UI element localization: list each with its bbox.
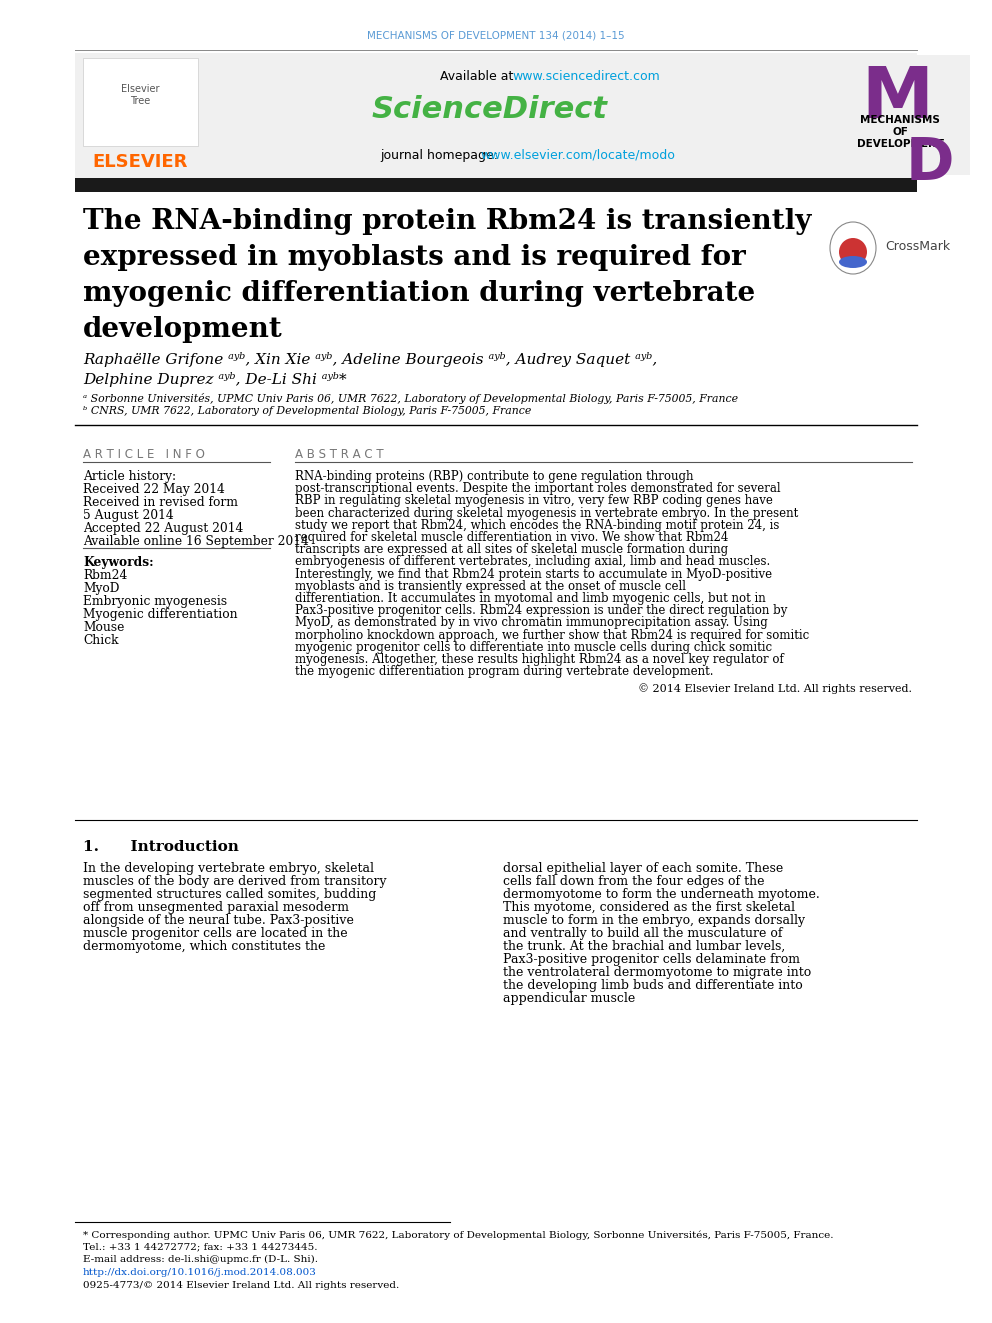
Bar [75, 179, 917, 192]
Text: www.elsevier.com/locate/modo: www.elsevier.com/locate/modo [480, 148, 675, 161]
Text: Embryonic myogenesis: Embryonic myogenesis [83, 595, 227, 609]
Text: MECHANISMS: MECHANISMS [860, 115, 940, 124]
Bar [860, 56, 970, 175]
Text: the myogenic differentiation program during vertebrate development.: the myogenic differentiation program dur… [295, 665, 713, 679]
Text: Raphaëlle Grifone ᵃʸᵇ, Xin Xie ᵃʸᵇ, Adeline Bourgeois ᵃʸᵇ, Audrey Saquet ᵃʸᵇ,: Raphaëlle Grifone ᵃʸᵇ, Xin Xie ᵃʸᵇ, Adel… [83, 352, 658, 366]
Ellipse shape [839, 238, 867, 266]
Text: 5 August 2014: 5 August 2014 [83, 509, 174, 523]
Text: http://dx.doi.org/10.1016/j.mod.2014.08.003: http://dx.doi.org/10.1016/j.mod.2014.08.… [83, 1267, 316, 1277]
Text: Keywords:: Keywords: [83, 556, 154, 569]
Text: the ventrolateral dermomyotome to migrate into: the ventrolateral dermomyotome to migrat… [503, 966, 811, 979]
Text: The RNA-binding protein Rbm24 is transiently: The RNA-binding protein Rbm24 is transie… [83, 208, 811, 235]
Text: MECHANISMS OF DEVELOPMENT 134 (2014) 1–15: MECHANISMS OF DEVELOPMENT 134 (2014) 1–1… [367, 30, 625, 41]
Text: and ventrally to build all the musculature of: and ventrally to build all the musculatu… [503, 927, 783, 941]
Text: 1.      Introduction: 1. Introduction [83, 840, 239, 855]
Text: Received 22 May 2014: Received 22 May 2014 [83, 483, 225, 496]
Text: post-transcriptional events. Despite the important roles demonstrated for severa: post-transcriptional events. Despite the… [295, 482, 781, 495]
Text: Accepted 22 August 2014: Accepted 22 August 2014 [83, 523, 243, 534]
Text: M: M [861, 64, 932, 132]
Text: Available online 16 September 2014: Available online 16 September 2014 [83, 534, 309, 548]
Text: Tel.: +33 1 44272772; fax: +33 1 44273445.: Tel.: +33 1 44272772; fax: +33 1 4427344… [83, 1242, 317, 1252]
Text: alongside of the neural tube. Pax3-positive: alongside of the neural tube. Pax3-posit… [83, 914, 354, 927]
Text: Pax3-positive progenitor cells delaminate from: Pax3-positive progenitor cells delaminat… [503, 953, 800, 966]
Text: ᵇ CNRS, UMR 7622, Laboratory of Developmental Biology, Paris F-75005, France: ᵇ CNRS, UMR 7622, Laboratory of Developm… [83, 406, 532, 415]
Text: muscles of the body are derived from transitory: muscles of the body are derived from tra… [83, 875, 387, 888]
Text: www.sciencedirect.com: www.sciencedirect.com [512, 70, 660, 82]
Text: This myotome, considered as the first skeletal: This myotome, considered as the first sk… [503, 901, 795, 914]
Text: been characterized during skeletal myogenesis in vertebrate embryo. In the prese: been characterized during skeletal myoge… [295, 507, 799, 520]
Text: Article history:: Article history: [83, 470, 177, 483]
Ellipse shape [839, 255, 867, 269]
Text: muscle to form in the embryo, expands dorsally: muscle to form in the embryo, expands do… [503, 914, 806, 927]
Text: myogenic progenitor cells to differentiate into muscle cells during chick somiti: myogenic progenitor cells to differentia… [295, 640, 772, 654]
Text: Pax3-positive progenitor cells. Rbm24 expression is under the direct regulation : Pax3-positive progenitor cells. Rbm24 ex… [295, 605, 788, 618]
Text: In the developing vertebrate embryo, skeletal: In the developing vertebrate embryo, ske… [83, 863, 374, 875]
Text: CrossMark: CrossMark [885, 239, 950, 253]
Text: ScienceDirect: ScienceDirect [372, 95, 608, 124]
Text: dermomyotome, which constitutes the: dermomyotome, which constitutes the [83, 941, 325, 953]
Text: the trunk. At the brachial and lumbar levels,: the trunk. At the brachial and lumbar le… [503, 941, 786, 953]
Text: MyoD: MyoD [83, 582, 119, 595]
Text: segmented structures called somites, budding: segmented structures called somites, bud… [83, 888, 376, 901]
Text: © 2014 Elsevier Ireland Ltd. All rights reserved.: © 2014 Elsevier Ireland Ltd. All rights … [638, 684, 912, 695]
Text: off from unsegmented paraxial mesoderm: off from unsegmented paraxial mesoderm [83, 901, 349, 914]
Bar [75, 53, 917, 179]
Text: dermomyotome to form the underneath myotome.: dermomyotome to form the underneath myot… [503, 888, 819, 901]
Text: * Corresponding author. UPMC Univ Paris 06, UMR 7622, Laboratory of Developmenta: * Corresponding author. UPMC Univ Paris … [83, 1230, 833, 1240]
Text: Received in revised form: Received in revised form [83, 496, 238, 509]
Text: myoblasts and is transiently expressed at the onset of muscle cell: myoblasts and is transiently expressed a… [295, 579, 686, 593]
Text: DEVELOPMENT: DEVELOPMENT [856, 139, 943, 149]
Text: differentiation. It accumulates in myotomal and limb myogenic cells, but not in: differentiation. It accumulates in myoto… [295, 591, 766, 605]
Text: D: D [906, 135, 954, 192]
Text: required for skeletal muscle differentiation in vivo. We show that Rbm24: required for skeletal muscle differentia… [295, 531, 728, 544]
Text: embryogenesis of different vertebrates, including axial, limb and head muscles.: embryogenesis of different vertebrates, … [295, 556, 770, 569]
Text: E-mail address: de-li.shi@upmc.fr (D-L. Shi).: E-mail address: de-li.shi@upmc.fr (D-L. … [83, 1256, 318, 1263]
Text: A B S T R A C T: A B S T R A C T [295, 448, 384, 460]
Text: 0925-4773/© 2014 Elsevier Ireland Ltd. All rights reserved.: 0925-4773/© 2014 Elsevier Ireland Ltd. A… [83, 1281, 399, 1290]
Text: ᵃ Sorbonne Universités, UPMC Univ Paris 06, UMR 7622, Laboratory of Developmenta: ᵃ Sorbonne Universités, UPMC Univ Paris … [83, 393, 738, 404]
Text: development: development [83, 316, 283, 343]
Text: MyoD, as demonstrated by in vivo chromatin immunoprecipitation assay. Using: MyoD, as demonstrated by in vivo chromat… [295, 617, 768, 630]
Text: RNA-binding proteins (RBP) contribute to gene regulation through: RNA-binding proteins (RBP) contribute to… [295, 470, 693, 483]
Text: the developing limb buds and differentiate into: the developing limb buds and differentia… [503, 979, 803, 992]
Text: A R T I C L E   I N F O: A R T I C L E I N F O [83, 448, 205, 460]
Text: appendicular muscle: appendicular muscle [503, 992, 635, 1005]
Text: morpholino knockdown approach, we further show that Rbm24 is required for somiti: morpholino knockdown approach, we furthe… [295, 628, 809, 642]
Text: Rbm24: Rbm24 [83, 569, 127, 582]
Text: Chick: Chick [83, 634, 118, 647]
Bar [83, 58, 198, 146]
Text: Interestingly, we find that Rbm24 protein starts to accumulate in MyoD-positive: Interestingly, we find that Rbm24 protei… [295, 568, 772, 581]
Text: muscle progenitor cells are located in the: muscle progenitor cells are located in t… [83, 927, 347, 941]
Text: cells fall down from the four edges of the: cells fall down from the four edges of t… [503, 875, 765, 888]
Text: Elsevier
Tree: Elsevier Tree [121, 85, 160, 106]
Text: Available at: Available at [440, 70, 518, 82]
Text: journal homepage:: journal homepage: [380, 148, 506, 161]
Text: Myogenic differentiation: Myogenic differentiation [83, 609, 238, 620]
Text: myogenesis. Altogether, these results highlight Rbm24 as a novel key regulator o: myogenesis. Altogether, these results hi… [295, 654, 784, 665]
Text: expressed in myoblasts and is required for: expressed in myoblasts and is required f… [83, 243, 746, 271]
Text: myogenic differentiation during vertebrate: myogenic differentiation during vertebra… [83, 280, 755, 307]
Text: dorsal epithelial layer of each somite. These: dorsal epithelial layer of each somite. … [503, 863, 784, 875]
Text: study we report that Rbm24, which encodes the RNA-binding motif protein 24, is: study we report that Rbm24, which encode… [295, 519, 780, 532]
Text: transcripts are expressed at all sites of skeletal muscle formation during: transcripts are expressed at all sites o… [295, 544, 728, 556]
Text: RBP in regulating skeletal myogenesis in vitro, very few RBP coding genes have: RBP in regulating skeletal myogenesis in… [295, 495, 773, 508]
Text: OF: OF [892, 127, 908, 138]
Text: Mouse: Mouse [83, 620, 124, 634]
Text: Delphine Duprez ᵃʸᵇ, De-Li Shi ᵃʸᵇ*: Delphine Duprez ᵃʸᵇ, De-Li Shi ᵃʸᵇ* [83, 372, 346, 388]
Text: ELSEVIER: ELSEVIER [92, 153, 187, 171]
